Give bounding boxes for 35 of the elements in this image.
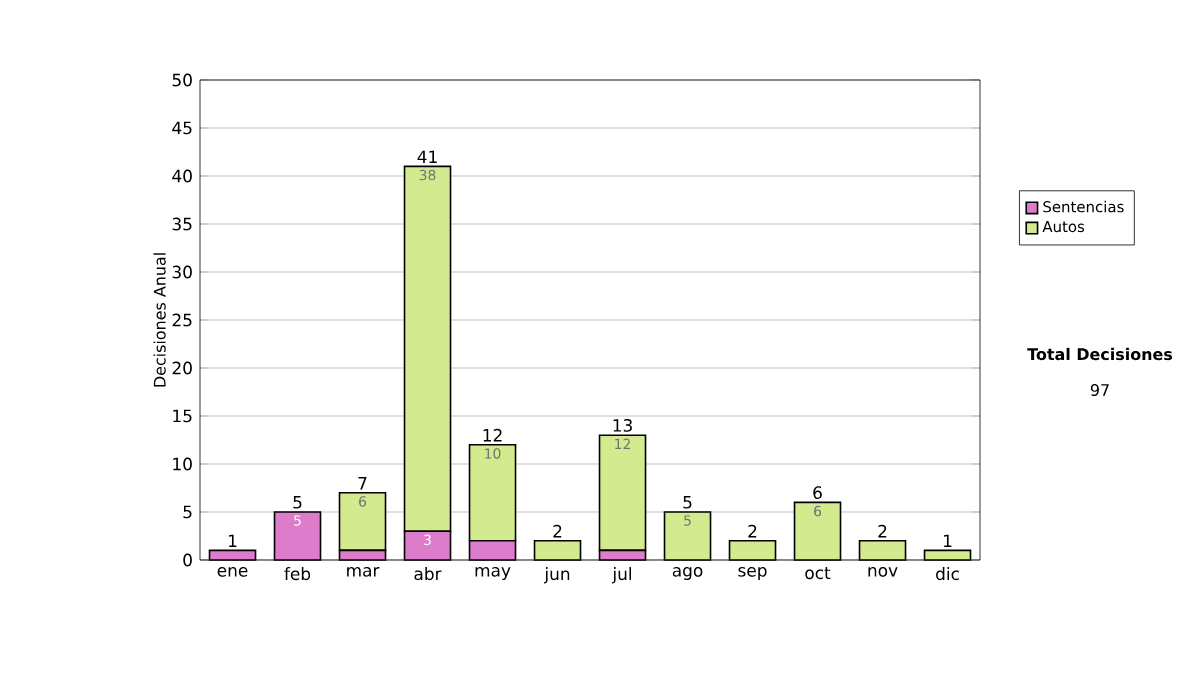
total-label: 2 [878,524,887,538]
x-tick-label: oct [805,567,831,580]
y-tick-label: 35 [172,217,192,231]
x-tick-label: jul [612,567,632,584]
total-label: 5 [683,496,692,509]
y-tick-label: 0 [183,553,192,567]
x-tick-label: abr [414,567,442,581]
x-tick-label: may [475,567,511,581]
total-label: 12 [483,428,502,442]
total-label: 2 [748,524,757,538]
y-tick-label: 45 [172,121,192,135]
total-label: 5 [293,496,302,509]
y-tick-label: 5 [183,505,192,519]
x-tick-label: nov [868,567,898,577]
total-label: 41 [417,150,437,163]
y-tick-label: 40 [172,169,192,183]
y-tick-label: 50 [172,73,192,87]
y-tick-label: 10 [173,457,192,471]
total-label: 1 [944,534,952,547]
x-tick-label: ene [217,567,248,577]
x-tick-label: ago [672,567,703,581]
total-label: 13 [613,419,632,432]
x-tick-label: dic [936,567,959,581]
y-tick-label: 25 [172,313,192,327]
x-tick-label: sep [738,567,767,581]
x-tick-label: feb [284,567,311,581]
x-tick-label: jun [544,567,570,584]
total-label: 7 [358,477,367,490]
x-tick-label: mar [347,567,380,577]
total-label: 2 [553,524,562,538]
total-label: 6 [813,486,822,500]
total-label: 1 [229,534,237,547]
y-tick-label: 30 [172,265,192,279]
y-tick-label: 15 [173,409,192,423]
y-tick-label: 20 [172,361,192,375]
